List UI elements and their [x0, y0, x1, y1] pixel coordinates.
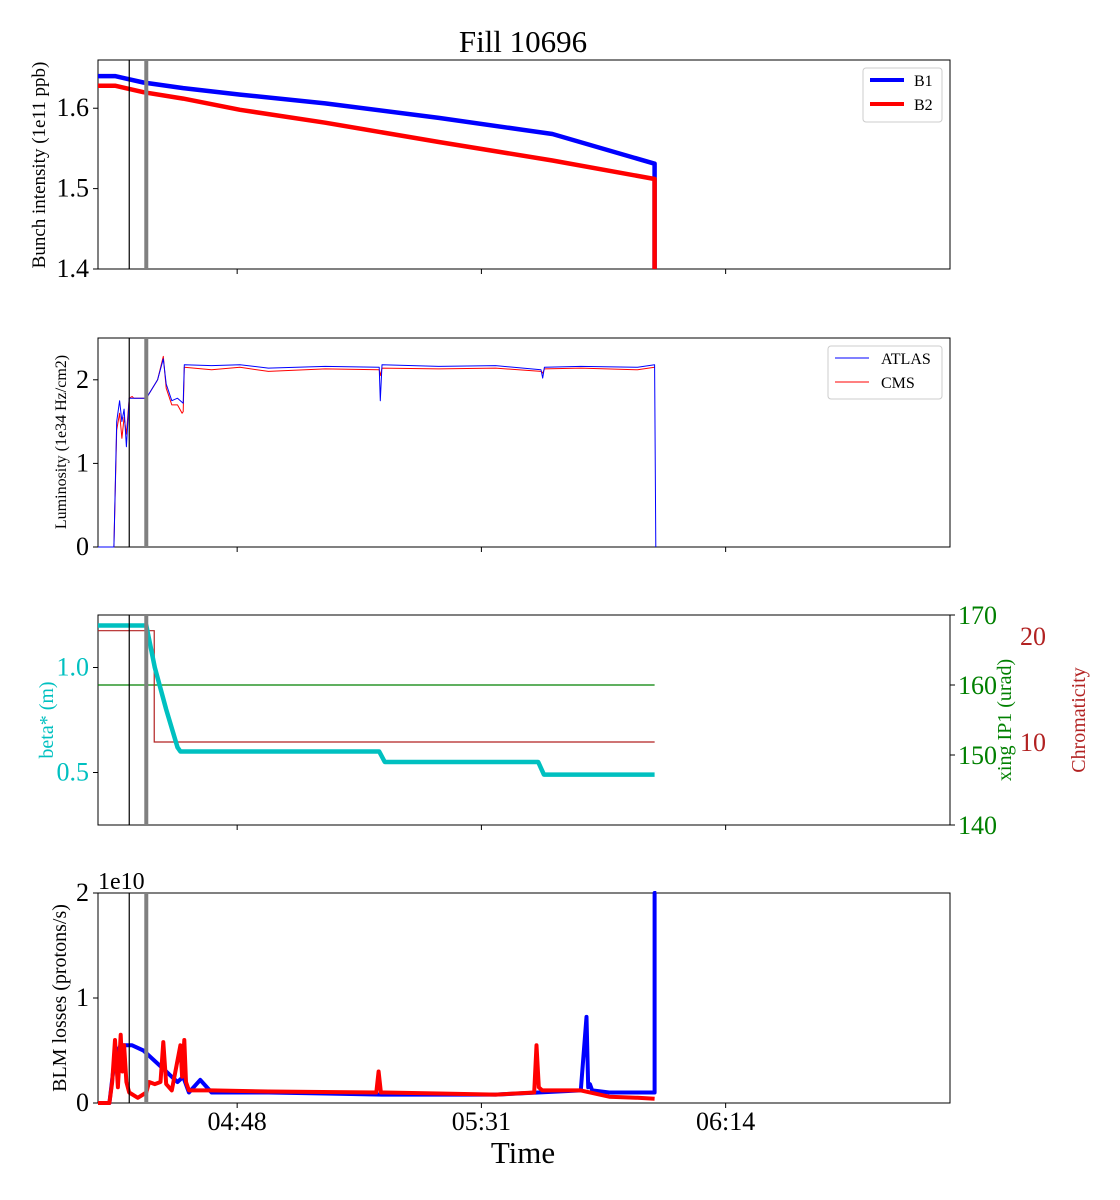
series-chromaticity	[98, 630, 655, 743]
panel-2-legend: ATLAS CMS	[827, 345, 943, 400]
series-atlas-luminosity	[98, 358, 657, 548]
series-cms-luminosity	[98, 355, 655, 548]
panel-3-ytick-chromaticity-label: 20	[1020, 622, 1046, 651]
panel-2-legend-box	[827, 345, 943, 400]
legend-label-cms: CMS	[881, 375, 915, 392]
panel-3-ylabel-right-1: xing IP1 (urad)	[994, 659, 1016, 781]
panel-1-frame	[97, 59, 951, 270]
panel-2-ylabel: Luminosity (1e34 Hz/cm2)	[53, 355, 70, 529]
legend-label-atlas: ATLAS	[881, 351, 931, 368]
panel-3-ytick-xing-label: 170	[958, 601, 997, 630]
legend-label-b2: B2	[914, 97, 933, 114]
series-beta-star	[98, 623, 655, 777]
panel-3-ytick-chromaticity-label: 10	[1020, 728, 1046, 757]
panel-3-ytick-xing-label: 140	[958, 811, 997, 840]
panel-2-frame	[97, 337, 951, 548]
panel-1-ytick-label: 1.6	[57, 93, 90, 122]
x-tick-label: 05:31	[452, 1107, 511, 1136]
legend-label-b1: B1	[914, 73, 933, 90]
panel-3-ytick-label: 0.5	[57, 758, 90, 787]
panel-3-ylabel: beta* (m)	[36, 681, 58, 758]
panel-4-offset-text: 1e10	[98, 869, 145, 895]
panel-1-ytick-label: 1.4	[57, 254, 90, 283]
panel-3-frame	[97, 614, 951, 826]
panel-2-ytick-label: 0	[76, 532, 89, 561]
x-axis-label: Time	[491, 1135, 555, 1170]
panel-3-ytick-xing-label: 150	[958, 741, 997, 770]
panel-2-ytick-label: 1	[76, 448, 89, 477]
panel-3-ytick-label: 1.0	[57, 653, 90, 682]
series-b2-intensity	[98, 83, 657, 269]
panel-3-ytick-xing-label: 160	[958, 671, 997, 700]
x-tick-label: 06:14	[696, 1107, 755, 1136]
panel-4-ytick-label: 2	[76, 878, 89, 907]
panel-2-ytick-label: 2	[76, 365, 89, 394]
chart-marks: 1.4 1.5 1.6 0 1 2 0.5 1.0 140 150 160 170 10 20 0 1 2 04:…	[57, 60, 1046, 1136]
series-blm-b2	[98, 1032, 655, 1105]
panel-3-ylabel-right-2: Chromaticity	[1068, 667, 1090, 773]
panel-1-ylabel: Bunch intensity (1e11 ppb)	[29, 62, 50, 269]
panel-4-ylabel: BLM losses (protons/s)	[49, 904, 71, 1092]
chart-title: Fill 10696	[459, 24, 587, 59]
panel-4-ytick-label: 1	[76, 983, 89, 1012]
panel-4-ytick-label: 0	[76, 1088, 89, 1117]
x-tick-label: 04:48	[208, 1107, 267, 1136]
panel-1-ytick-label: 1.5	[57, 174, 90, 203]
series-b1-intensity	[98, 73, 657, 269]
panel-1-legend: B1 B2	[862, 67, 943, 123]
panel-4-frame	[97, 892, 951, 1104]
